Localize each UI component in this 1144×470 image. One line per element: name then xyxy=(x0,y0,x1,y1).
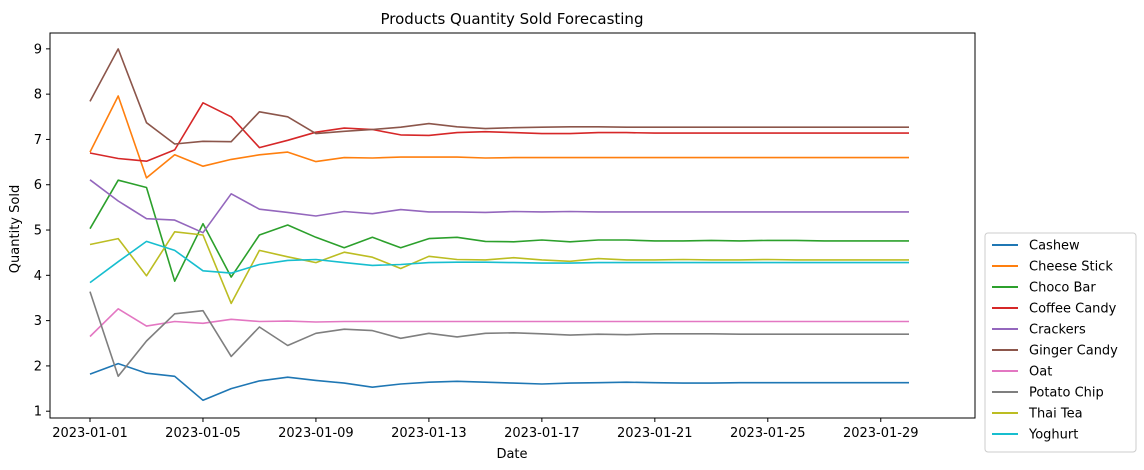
y-tick-label: 6 xyxy=(34,178,42,193)
series-line-choco-bar xyxy=(89,179,909,283)
legend: Cashew Cheese Stick Choco Bar Coffee Candy C… xyxy=(984,232,1137,453)
y-tick-label: 3 xyxy=(34,314,42,329)
legend-label: Coffee Candy xyxy=(1029,302,1117,317)
series-line-yoghurt xyxy=(89,240,909,284)
x-tick-label: 2023-01-17 xyxy=(504,426,580,441)
series-line-oat xyxy=(89,307,909,338)
chart-title: Products Quantity Sold Forecasting xyxy=(381,10,644,28)
x-tick-label: 2023-01-13 xyxy=(391,426,467,441)
legend-label: Potato Chip xyxy=(1029,386,1104,401)
legend-label: Cheese Stick xyxy=(1029,260,1113,275)
x-tick-label: 2023-01-05 xyxy=(165,426,241,441)
y-tick-label: 8 xyxy=(34,88,42,103)
series-line-cheese-stick xyxy=(89,95,909,179)
series-line-ginger-candy xyxy=(89,48,909,145)
x-tick-label: 2023-01-29 xyxy=(843,426,919,441)
plot-frame xyxy=(49,32,976,419)
legend-label: Oat xyxy=(1029,365,1052,380)
x-tick-label: 2023-01-21 xyxy=(617,426,693,441)
y-axis-label: Quantity Sold xyxy=(8,185,23,273)
series-line-thai-tea xyxy=(89,231,909,305)
x-tick-label: 2023-01-25 xyxy=(730,426,806,441)
y-tick-label: 1 xyxy=(34,405,42,420)
y-tick-label: 4 xyxy=(34,269,42,284)
series-line-coffee-candy xyxy=(89,102,909,162)
y-tick-label: 9 xyxy=(34,42,42,57)
x-tick-label: 2023-01-09 xyxy=(278,426,354,441)
series-line-crackers xyxy=(89,179,909,234)
series-line-cashew xyxy=(89,362,909,402)
legend-box xyxy=(984,232,1137,453)
legend-label: Cashew xyxy=(1029,239,1080,254)
legend-label: Ginger Candy xyxy=(1029,344,1118,359)
legend-label: Yoghurt xyxy=(1028,428,1078,443)
x-tick-label: 2023-01-01 xyxy=(52,426,128,441)
series-line-potato-chip xyxy=(89,291,909,378)
legend-label: Crackers xyxy=(1029,323,1086,338)
y-tick-label: 2 xyxy=(34,359,42,374)
y-tick-label: 5 xyxy=(34,224,42,239)
plot-area: 1 2 3 4 5 6 7 8 9 2023-01-01 2023-01-05 2023-01-09 2… xyxy=(34,32,976,441)
legend-label: Choco Bar xyxy=(1029,281,1096,296)
x-axis-label: Date xyxy=(496,447,527,462)
legend-label: Thai Tea xyxy=(1028,407,1083,422)
y-tick-label: 7 xyxy=(34,133,42,148)
